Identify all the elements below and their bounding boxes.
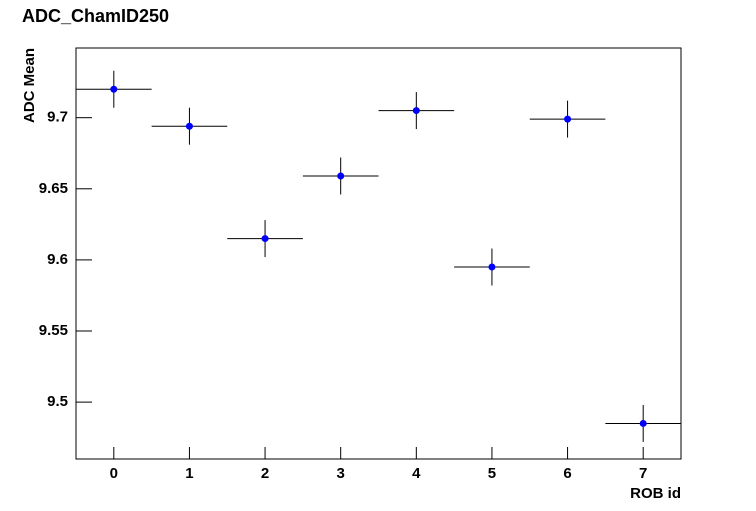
x-tick-label: 1 — [185, 465, 193, 482]
data-point — [488, 263, 496, 271]
x-axis-label: ROB id — [630, 485, 681, 502]
y-tick-label: 9.55 — [39, 322, 68, 339]
data-point — [564, 115, 572, 123]
chart-title: ADC_ChamID250 — [22, 6, 169, 26]
y-tick-label: 9.7 — [47, 109, 68, 126]
x-tick-label: 6 — [563, 465, 571, 482]
data-point — [185, 122, 193, 130]
plot-frame — [75, 47, 682, 460]
x-tick-label: 7 — [639, 465, 647, 482]
y-axis-label: ADC Mean — [21, 48, 38, 123]
data-point — [261, 235, 269, 243]
data-point — [110, 85, 118, 93]
y-tick-label: 9.65 — [39, 180, 68, 197]
x-tick-label: 0 — [110, 465, 118, 482]
x-tick-label: 3 — [337, 465, 345, 482]
x-tick-label: 5 — [488, 465, 496, 482]
data-point — [639, 419, 647, 427]
data-point — [337, 172, 345, 180]
data-point — [412, 107, 420, 115]
y-tick-label: 9.6 — [47, 251, 68, 268]
x-tick-label: 2 — [261, 465, 269, 482]
y-tick-label: 9.5 — [47, 393, 68, 410]
x-tick-label: 4 — [412, 465, 421, 482]
